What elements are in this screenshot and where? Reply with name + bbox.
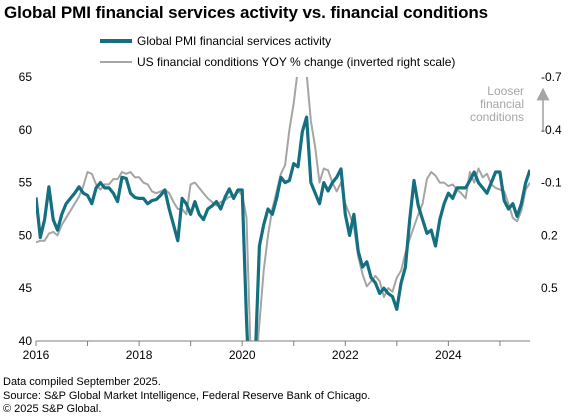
y-right-tick-label: -0.1 — [541, 176, 562, 190]
footnote-copyright: © 2025 S&P Global. — [3, 403, 102, 415]
legend-swatch-pmi — [100, 38, 132, 43]
y-left-tick-label: 45 — [19, 281, 33, 295]
y-left-tick-label: 65 — [19, 70, 33, 84]
y-right-tick-label: 0.2 — [541, 228, 558, 242]
annotation-looser-conditions: Looser financial conditions — [470, 84, 524, 124]
y-left-tick-label: 60 — [19, 123, 33, 137]
legend: Global PMI financial services activity U… — [100, 30, 455, 72]
x-tick-label: 2016 — [23, 348, 50, 362]
y-left-tick-label: 50 — [19, 228, 33, 242]
legend-label-financial-conditions: US financial conditions YOY % change (in… — [137, 54, 456, 69]
x-tick-label: 2022 — [332, 348, 359, 362]
legend-item-pmi: Global PMI financial services activity — [100, 30, 455, 51]
y-left-tick-label: 55 — [19, 176, 33, 190]
footnotes: Data compiled September 2025. Source: S&… — [3, 376, 370, 417]
footnote-source: Source: S&P Global Market Intelligence, … — [3, 389, 371, 402]
series-line-financial-conditions — [36, 77, 530, 341]
chart-title: Global PMI financial services activity v… — [4, 3, 489, 22]
legend-label-pmi: Global PMI financial services activity — [137, 33, 332, 48]
x-tick-label: 2018 — [126, 348, 153, 362]
y-right-tick-label: -0.7 — [541, 70, 562, 84]
footnote-data-compiled: Data compiled September 2025. — [3, 376, 161, 388]
y-right-tick-label: 0.5 — [541, 281, 558, 295]
y-right-tick-label: -0.4 — [541, 123, 562, 137]
x-tick-label: 2024 — [435, 348, 462, 362]
y-left-tick-label: 40 — [19, 334, 33, 348]
x-tick-label: 2020 — [229, 348, 256, 362]
legend-swatch-financial-conditions — [100, 60, 132, 63]
series-line-pmi — [36, 115, 530, 341]
legend-item-financial-conditions: US financial conditions YOY % change (in… — [100, 51, 455, 72]
